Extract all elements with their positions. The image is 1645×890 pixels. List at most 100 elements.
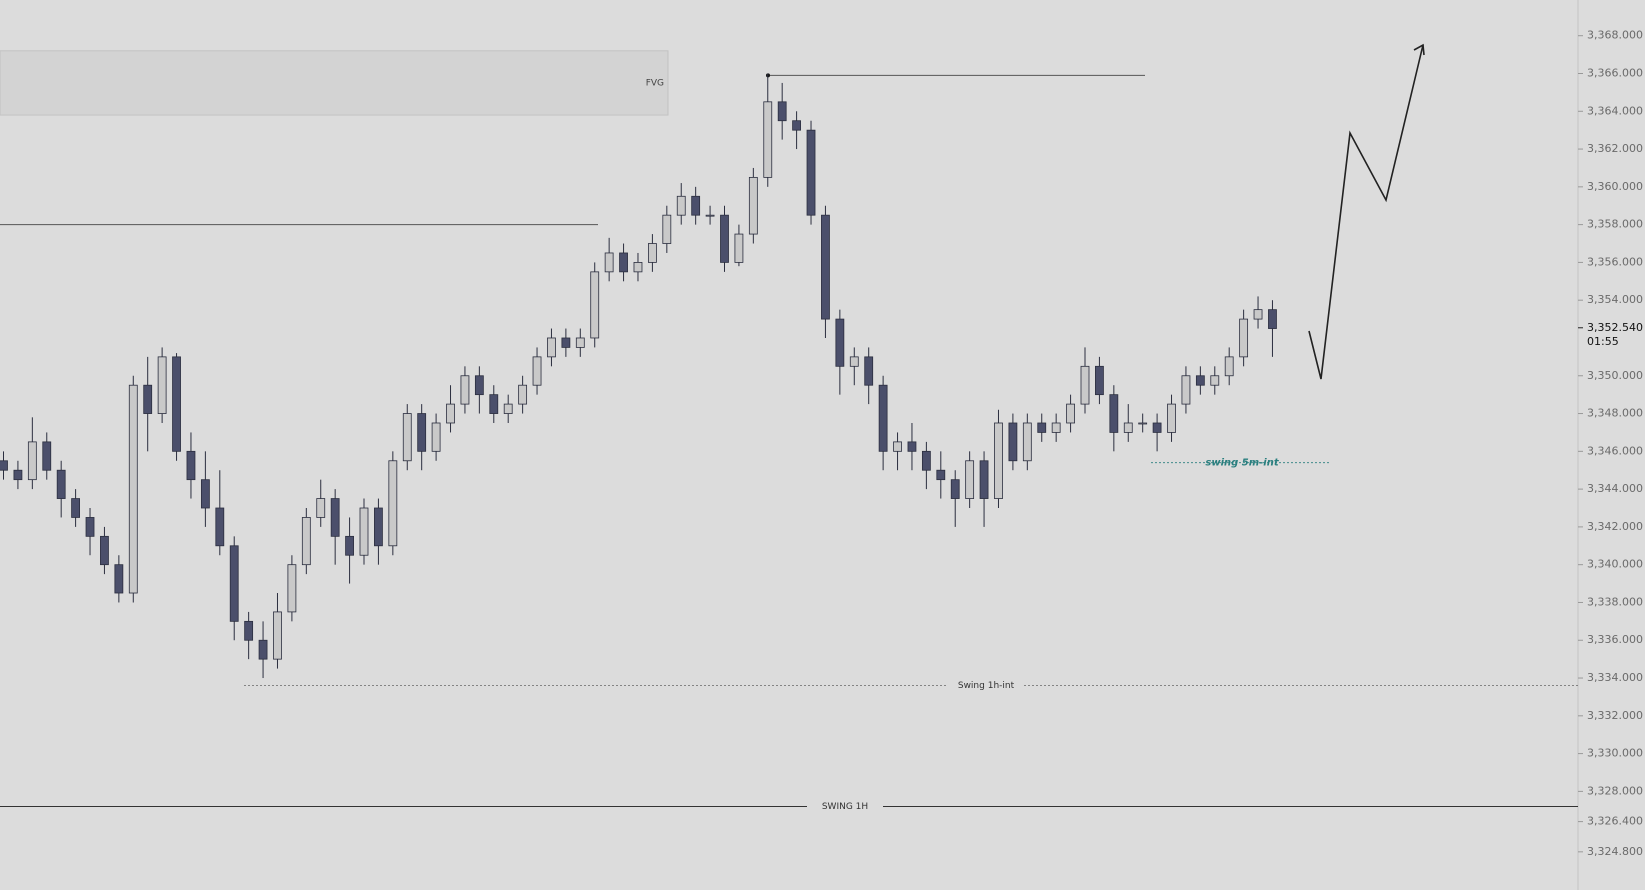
candle-body [561, 337, 571, 348]
candle-body [143, 384, 153, 414]
candle-body [71, 498, 80, 518]
candle-body [460, 375, 470, 405]
candle-body [200, 479, 210, 509]
candle-body [431, 422, 441, 452]
candle-body [763, 101, 773, 178]
candle-body [921, 450, 931, 471]
y-tick-label: 3,324.800 [1587, 845, 1643, 858]
candle-body [1268, 309, 1277, 329]
level-label: SWING 1H [822, 802, 868, 812]
countdown-label: 01:55 [1587, 335, 1619, 348]
candle-body [604, 252, 614, 273]
candle-body [676, 195, 686, 216]
candle-body [662, 214, 672, 244]
candle-body [172, 356, 181, 452]
candle-body [1224, 356, 1234, 377]
y-tick-label: 3,354.000 [1587, 293, 1643, 306]
candle-body [157, 356, 167, 414]
candle-body [1051, 422, 1061, 433]
candle-body [287, 564, 297, 613]
candle-body [446, 403, 455, 424]
candle-body [489, 394, 499, 414]
y-tick-label: 3,344.000 [1587, 482, 1643, 495]
candle-body [1253, 309, 1263, 320]
candle-body [359, 507, 369, 556]
plot: FVG Swing 1h-int SWING 1H swing 5m-int [0, 50, 1578, 813]
candle-body [994, 422, 1003, 499]
candle-body [100, 535, 109, 566]
level-label: swing 5m-int [1205, 458, 1279, 469]
y-tick-label: 3,330.000 [1587, 747, 1643, 760]
y-tick-label: 3,364.000 [1587, 104, 1643, 117]
candle-body [402, 413, 412, 462]
candle-body [1109, 394, 1119, 433]
y-tick-label: 3,366.000 [1587, 66, 1643, 79]
y-tick-label: 3,334.000 [1587, 671, 1643, 684]
candle-body [648, 243, 657, 263]
candle-body [186, 450, 196, 481]
candle-body [273, 611, 282, 660]
candle-body [1138, 422, 1148, 425]
y-tick-label: 3,338.000 [1587, 595, 1643, 608]
candle-body [979, 460, 989, 499]
y-tick-label: 3,326.400 [1587, 815, 1643, 828]
candle-body [1181, 375, 1191, 405]
candle-body [936, 469, 946, 481]
candle-body [1195, 375, 1205, 386]
candle-body [734, 233, 744, 263]
candle-body [330, 498, 340, 537]
candle-body [878, 384, 888, 452]
level-label: Swing 1h-int [958, 681, 1015, 691]
candle-body [893, 441, 902, 452]
fvg-zone [0, 50, 669, 116]
candle-body [518, 384, 528, 405]
y-tick-label: 3,350.000 [1587, 369, 1643, 382]
level-label-bg [807, 800, 883, 813]
y-tick-label: 3,346.000 [1587, 444, 1643, 457]
candle-body [1123, 422, 1133, 433]
candle-body [316, 498, 326, 518]
candle-body [374, 507, 383, 547]
candle-body [56, 469, 66, 499]
candle-body [907, 441, 917, 452]
candle-body [503, 403, 513, 414]
candle-body [114, 564, 124, 594]
level-label-bg [948, 679, 1024, 692]
projection-arrow [1308, 44, 1424, 380]
candle-body [835, 318, 845, 367]
candle-body [128, 384, 138, 594]
candle-body [474, 375, 484, 396]
y-tick-label: 3,360.000 [1587, 180, 1643, 193]
candle-body [42, 441, 52, 471]
candle-body [1210, 375, 1220, 386]
candle-body [575, 337, 585, 348]
candle-body [0, 460, 8, 471]
candle-body [258, 639, 268, 660]
candle-body [532, 356, 542, 386]
candle-body [13, 469, 23, 481]
candle-body [1008, 422, 1018, 462]
candle-body [1037, 422, 1047, 433]
candle-body [301, 517, 311, 566]
y-tick-label: 3,328.000 [1587, 784, 1643, 797]
candle-body [27, 441, 37, 481]
candle-body [691, 195, 701, 216]
candle-body [215, 507, 225, 547]
fvg-label: FVG [646, 78, 664, 88]
candle-body [1239, 318, 1249, 358]
candle-body [388, 460, 398, 547]
y-tick-label: 3,368.000 [1587, 29, 1643, 42]
candle-body [777, 101, 787, 122]
candle-body [821, 214, 830, 320]
candle-body [417, 413, 427, 452]
candle-body [806, 129, 816, 216]
candle-body [950, 479, 960, 499]
candle-body [965, 460, 975, 499]
y-tick-label: 3,358.000 [1587, 218, 1643, 231]
y-tick-label: 3,348.000 [1587, 407, 1643, 420]
candle-body [1022, 422, 1032, 462]
candle-body [705, 214, 715, 217]
candle-body [1095, 365, 1104, 396]
